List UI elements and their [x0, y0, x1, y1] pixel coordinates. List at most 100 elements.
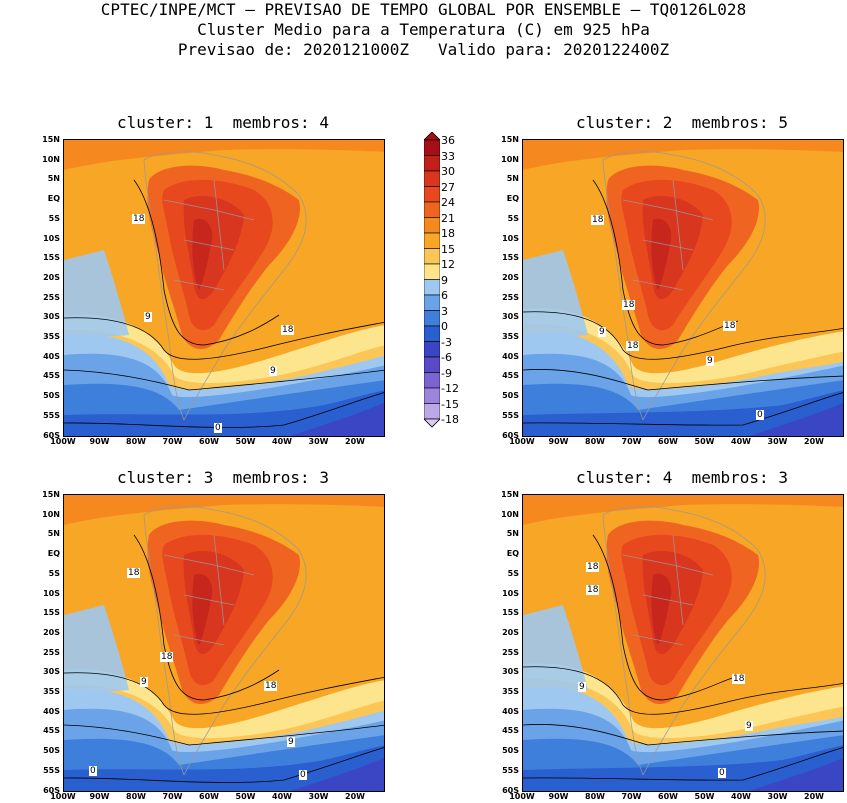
map-panel-3: 18 18 9 18 9 0 0 [63, 494, 385, 792]
panel2-contour-label: 18 [591, 215, 605, 225]
panel3-lat-tick-label: 55S [43, 765, 60, 775]
panel3-lon-tick-label: 40W [272, 792, 292, 801]
panel4-lat-tick-label: 5S [507, 568, 519, 578]
panel2-lat-tick-label: 30S [502, 312, 519, 322]
panel4-lat-tick-label: 15N [501, 490, 519, 499]
panel4-lat-tick-label: 35S [502, 687, 519, 696]
panel3-lat-tick-label: 45S [43, 726, 60, 736]
panel1-lon-tick-label: 90W [89, 437, 110, 446]
panel2-lon-tick-label: 70W [621, 437, 642, 446]
panel3-lat-tick-label: 10S [43, 588, 60, 598]
panel3-contour-label: 18 [264, 681, 278, 691]
panel2-lat-tick-label: 15N [501, 135, 519, 144]
map-panel-2: 18 18 9 18 18 9 0 [522, 139, 844, 437]
panel1-lat-tick-label: 15S [43, 253, 60, 263]
panel3-lat-tick-label: 50S [43, 746, 60, 756]
panel2-lat-tick-label: 55S [502, 410, 519, 420]
colorbar [424, 132, 440, 428]
panel1-lat-tick-label: 55S [43, 410, 60, 420]
panel3-lat-tick-label: 15N [42, 490, 60, 499]
panel4-lat-tick-label: 20S [502, 627, 519, 637]
panel2-lat-tick-label: 15S [502, 253, 519, 263]
colorbar-swatch [424, 170, 440, 187]
panel4-lat-tick-label: 10S [502, 588, 519, 598]
panel4-lat-tick-label: EQ [506, 549, 519, 559]
panel4-lat-tick-label: 45S [502, 726, 519, 736]
panel1-contour-label: 9 [144, 312, 152, 322]
panel1-lat-tick-label: 45S [43, 371, 60, 381]
panel3-lat-tick-label: 30S [43, 667, 60, 677]
panel2-contour-label: 18 [626, 341, 640, 351]
panel2-lon-tick-label: 100W [509, 437, 535, 446]
panel4-lat-tick-label: 10N [501, 509, 519, 519]
colorbar-swatch [424, 279, 440, 296]
panel3-lon-tick-label: 90W [89, 792, 110, 801]
panel4-contour-label: 18 [586, 585, 600, 595]
header-title-line1: CPTEC/INPE/MCT — PREVISAO DE TEMPO GLOBA… [100, 0, 747, 19]
colorbar-swatch [424, 310, 440, 327]
colorbar-level-label: 30 [441, 165, 455, 178]
panel4-lon-tick-label: 40W [731, 792, 751, 801]
panel2-title: cluster: 2 membros: 5 [576, 113, 788, 132]
colorbar-swatch [424, 372, 440, 389]
colorbar-swatch [424, 341, 440, 358]
colorbar-swatch [424, 248, 440, 265]
panel4-lat-tick-label: 50S [502, 746, 519, 756]
panel1-lat-tick-label: 10N [42, 154, 60, 164]
panel1-lat-tick-label: 30S [43, 312, 60, 322]
panel4-lon-tick-label: 100W [509, 792, 535, 801]
panel3-contour-label: 0 [89, 766, 97, 776]
colorbar-level-label: -6 [441, 351, 452, 364]
panel1-lat-tick-label: 5N [47, 174, 60, 184]
panel4-lon-tick-label: 90W [548, 792, 569, 801]
panel4-lon-tick-label: 80W [585, 792, 605, 801]
panel2-lat-tick-label: 45S [502, 371, 519, 381]
panel2-lat-tick-label: 20S [502, 272, 519, 282]
panel2-lon-tick-label: 30W [767, 437, 788, 446]
colorbar-level-label: 6 [441, 289, 448, 302]
panel2-contour-label: 9 [706, 356, 714, 366]
panel1-lat-tick-label: 40S [43, 351, 60, 361]
panel2-lat-tick-label: 60S [502, 430, 519, 440]
panel4-lat-tick-label: 55S [502, 765, 519, 775]
colorbar-swatch [424, 232, 440, 249]
panel3-lat-tick-label: 35S [43, 687, 60, 696]
colorbar-level-label: 9 [441, 273, 448, 287]
panel3-lat-tick-label: 20S [43, 627, 60, 637]
colorbar-level-label: -3 [441, 335, 452, 349]
panel4-lon-tick-label: 30W [767, 792, 788, 801]
panel3-lat-tick-label: EQ [47, 549, 60, 559]
colorbar-bottom-arrow [424, 418, 440, 428]
panel2-lat-tick-label: 5N [506, 174, 519, 184]
panel3-lon-tick-label: 100W [50, 792, 76, 801]
panel3-lon-tick-label: 70W [162, 792, 183, 801]
colorbar-level-label: 3 [441, 304, 448, 318]
colorbar-swatch [424, 217, 440, 234]
panel3-lat-tick-label: 5N [47, 529, 60, 539]
panel1-lon-tick-label: 60W [199, 437, 219, 446]
panel4-lat-tick-label: 40S [502, 706, 519, 716]
colorbar-level-label: 36 [441, 134, 455, 147]
panel1-lon-tick-label: 80W [126, 437, 146, 446]
panel4-lat-tick-label: 15S [502, 608, 519, 618]
panel3-lat-tick-label: 15S [43, 608, 60, 618]
panel3-lat-tick-label: 60S [43, 785, 60, 795]
panel1-lat-tick-label: 50S [43, 391, 60, 401]
panel4-lon-tick-label: 70W [621, 792, 642, 801]
panel4-lon-tick-label: 50W [694, 792, 715, 801]
panel4-lat-tick-label: 60S [502, 785, 519, 795]
panel3-contour-label: 18 [160, 652, 174, 662]
panel2-lon-tick-label: 20W [804, 437, 824, 446]
panel4-contour-label: 0 [718, 768, 726, 778]
panel1-contour-label: 0 [214, 423, 222, 433]
panel1-lon-tick-label: 40W [272, 437, 292, 446]
panel2-lat-tick-label: 25S [502, 292, 519, 302]
colorbar-level-label: 21 [441, 211, 455, 225]
panel3-lat-tick-label: 40S [43, 706, 60, 716]
panel3-lon-tick-label: 60W [199, 792, 219, 801]
colorbar-level-label: 18 [441, 227, 455, 240]
colorbar-swatch [424, 294, 440, 311]
panel1-lat-tick-label: 20S [43, 272, 60, 282]
panel4-contour-label: 18 [732, 674, 746, 684]
colorbar-swatch [424, 139, 440, 156]
